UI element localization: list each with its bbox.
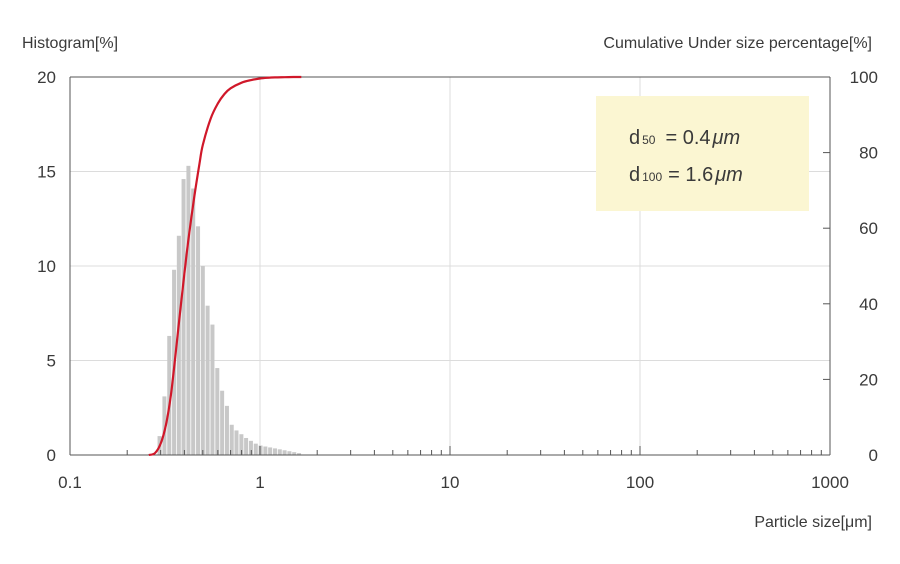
histogram-bar	[239, 434, 244, 455]
y-right-axis-label: Cumulative Under size percentage[%]	[603, 35, 872, 52]
x-tick-label: 10	[441, 473, 460, 492]
y-left-tick-label: 0	[47, 446, 56, 465]
histogram-bar	[287, 451, 292, 455]
histogram-bar	[200, 266, 205, 455]
histogram-bar	[186, 165, 191, 455]
histogram-bar	[167, 335, 172, 455]
y-right-tick-label: 40	[859, 295, 878, 314]
histogram-bar	[277, 449, 282, 455]
histogram-bar	[224, 405, 229, 455]
cumulative-curve-group	[148, 75, 302, 457]
histogram-bar	[205, 305, 210, 455]
histogram-bar	[263, 446, 268, 455]
histogram-bar	[220, 390, 225, 455]
histogram-bar	[191, 188, 196, 455]
histogram-bar	[272, 448, 277, 455]
histogram-bar	[162, 396, 167, 455]
y-right-tick-label: 0	[869, 446, 878, 465]
histogram-bar	[244, 437, 249, 455]
histogram-bar	[248, 440, 253, 455]
x-tick-label: 1	[255, 473, 264, 492]
y-right-tick-label: 100	[850, 68, 878, 87]
x-tick-label: 100	[626, 473, 654, 492]
y-left-tick-label: 10	[37, 257, 56, 276]
axes: 0.1 1 10 100 1000 0 5 10 15 20 0 20 40 60 80 100	[37, 68, 878, 492]
histogram-bar	[234, 430, 239, 455]
x-tick-label: 1000	[811, 473, 849, 492]
histogram-bar	[297, 453, 302, 455]
y-right-tick-label: 80	[859, 144, 878, 163]
annotation-d50: d 50 = 0.4 μm	[629, 127, 740, 149]
histogram-bar	[196, 226, 201, 455]
histogram-bar	[268, 447, 273, 455]
histogram-bar	[181, 179, 186, 455]
histogram-bar	[176, 235, 181, 455]
y-right-tick-label: 60	[859, 219, 878, 238]
x-tick-label: 0.1	[58, 473, 82, 492]
histogram-bar	[215, 368, 220, 455]
cumulative-curve	[148, 75, 302, 457]
histogram-bar	[253, 443, 258, 455]
y-left-axis-label: Histogram[%]	[22, 35, 118, 52]
histogram-bar	[258, 445, 263, 455]
annotation-d100: d 100 = 1.6 μm	[629, 164, 743, 186]
histogram-bar	[282, 450, 287, 455]
y-right-tick-label: 20	[859, 370, 878, 389]
y-left-tick-label: 20	[37, 68, 56, 87]
y-left-tick-label: 15	[37, 163, 56, 182]
x-axis-label: Particle size[μm]	[754, 514, 872, 531]
histogram-bar	[210, 324, 215, 455]
annotation-box	[596, 96, 809, 211]
histogram-bar	[229, 424, 234, 455]
histogram-bars	[157, 165, 302, 455]
histogram-bar	[292, 452, 297, 455]
y-left-tick-label: 5	[47, 352, 56, 371]
